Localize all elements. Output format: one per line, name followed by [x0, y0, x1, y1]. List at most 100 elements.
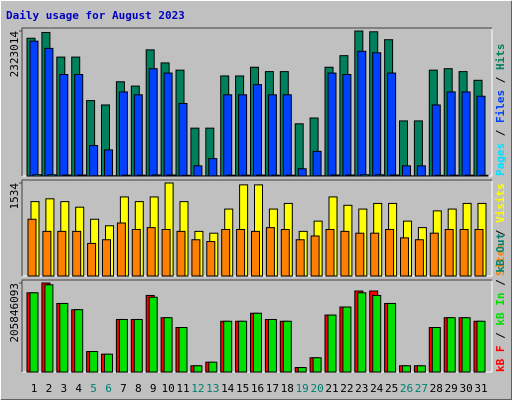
x-tick-label: 14: [221, 382, 235, 395]
x-tick-label: 30: [459, 382, 472, 395]
bar: [474, 229, 484, 277]
x-tick-label: 4: [75, 382, 82, 395]
bar: [310, 235, 320, 277]
x-tick-label: 18: [281, 382, 294, 395]
x-tick-label: 13: [206, 382, 219, 395]
x-tick-label: 24: [370, 382, 384, 395]
bar: [221, 229, 231, 277]
bar: [148, 296, 158, 373]
bar: [74, 74, 84, 177]
bar: [402, 365, 411, 373]
bar: [265, 227, 275, 277]
bar: [208, 361, 218, 373]
y-tick-label: 2323014: [8, 31, 21, 78]
bar: [193, 165, 203, 177]
x-tick-label: 19: [296, 382, 309, 395]
bar: [118, 318, 128, 373]
legend-separator: /: [494, 273, 507, 286]
bar: [327, 314, 337, 373]
y-tick-label: 1534: [8, 183, 21, 210]
bar: [461, 317, 471, 373]
legend-separator: /: [494, 326, 507, 339]
bar: [62, 174, 72, 177]
legend-entry: Sites: [494, 236, 507, 276]
bar: [208, 158, 218, 177]
bar: [253, 312, 262, 373]
bar: [267, 94, 277, 177]
bar: [390, 174, 400, 177]
bar: [226, 174, 236, 177]
bar: [461, 91, 471, 177]
bar: [87, 242, 97, 277]
bar: [256, 174, 265, 177]
bar: [178, 327, 188, 373]
bar: [136, 174, 146, 177]
legend-entry: Pages: [494, 136, 507, 176]
x-tick-label: 2: [46, 382, 53, 395]
bar: [72, 230, 82, 277]
bar: [29, 292, 39, 373]
x-tick-label: 5: [90, 382, 97, 395]
panel-edge-dark: [21, 179, 492, 276]
legend-entry: kB Out: [494, 233, 507, 273]
bar: [357, 292, 367, 373]
bar: [345, 174, 355, 177]
bar: [131, 229, 141, 277]
bar: [342, 306, 352, 373]
bar: [89, 145, 99, 177]
bar: [340, 230, 350, 277]
x-tick-label: 17: [266, 382, 279, 395]
bar: [294, 123, 304, 177]
bar: [176, 230, 186, 277]
bar: [295, 239, 305, 277]
x-tick-label: 25: [385, 382, 398, 395]
bar: [431, 327, 441, 373]
bar: [434, 174, 444, 177]
x-tick-label: 23: [355, 382, 368, 395]
x-tick-label: 28: [430, 382, 443, 395]
bar: [444, 229, 454, 277]
bar: [387, 72, 397, 177]
bar: [27, 218, 37, 277]
bar: [104, 149, 113, 177]
bar: [148, 68, 158, 177]
bar: [282, 94, 292, 177]
chart-title: Daily usage for August 2023: [6, 9, 185, 22]
bar: [267, 318, 277, 373]
legend-entry: kB F: [494, 339, 507, 372]
x-tick-label: 8: [135, 382, 142, 395]
bar: [325, 229, 335, 277]
bar: [400, 237, 409, 277]
bar: [236, 229, 246, 277]
bar: [47, 174, 57, 177]
bar: [178, 103, 188, 177]
bar: [59, 302, 69, 373]
bar: [312, 150, 322, 177]
bar: [285, 174, 295, 177]
bar: [327, 72, 337, 177]
bar: [449, 174, 459, 177]
bar: [342, 74, 352, 177]
bar: [44, 47, 54, 177]
bar: [29, 40, 39, 177]
bar: [387, 302, 397, 373]
x-tick-label: 29: [445, 382, 458, 395]
legend: Pages / Files / Hits: [494, 44, 507, 177]
bar: [446, 317, 456, 373]
x-tick-label: 26: [400, 382, 413, 395]
x-tick-label: 15: [236, 382, 249, 395]
bar: [282, 320, 292, 373]
bar: [238, 94, 248, 177]
bar: [446, 91, 456, 177]
bar: [161, 229, 171, 277]
x-tick-label: 22: [340, 382, 353, 395]
bar: [59, 74, 69, 177]
bar: [163, 317, 173, 373]
bar: [89, 351, 99, 373]
x-tick-label: 27: [415, 382, 428, 395]
x-tick-label: 16: [251, 382, 264, 395]
x-tick-label: 7: [120, 382, 127, 395]
bar: [74, 309, 84, 373]
